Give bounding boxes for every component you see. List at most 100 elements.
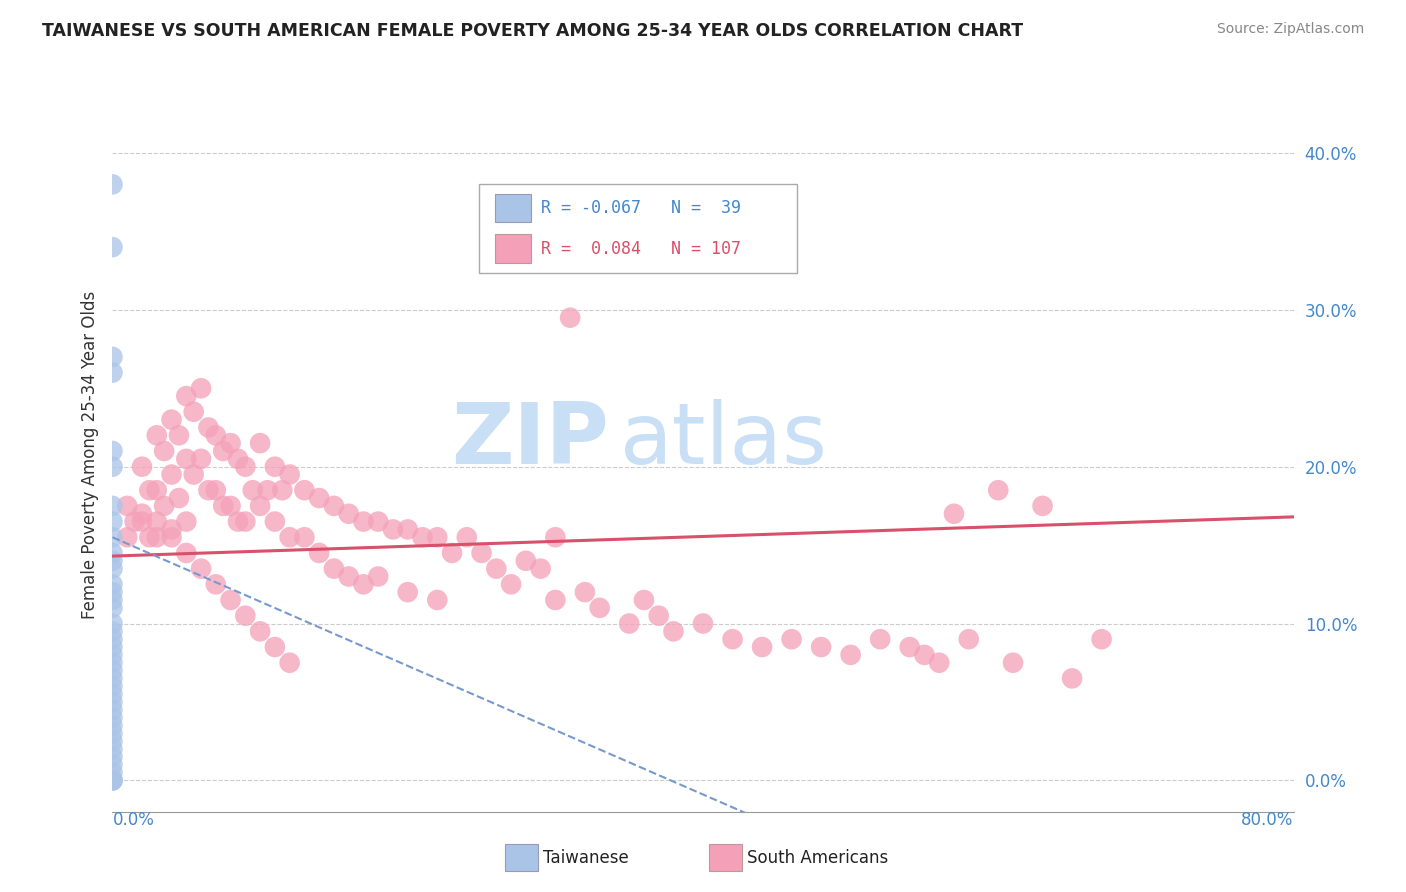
Point [190, 381, 212, 395]
Point [1062, 672, 1084, 686]
Point [515, 554, 537, 568]
Point [131, 507, 153, 521]
Point [271, 483, 294, 498]
Point [810, 640, 832, 654]
Point [101, 178, 124, 192]
Point [942, 507, 965, 521]
Point [898, 640, 921, 654]
Point [485, 561, 508, 575]
Point [101, 366, 124, 380]
Point [233, 608, 256, 623]
Text: 0.0%: 0.0% [112, 811, 155, 829]
Point [205, 428, 228, 442]
Point [1091, 632, 1114, 647]
Point [101, 765, 124, 780]
Point [574, 585, 596, 599]
Point [101, 749, 124, 764]
Point [197, 483, 219, 498]
Point [426, 593, 449, 607]
Point [101, 773, 124, 788]
Point [101, 703, 124, 717]
Point [337, 569, 360, 583]
Point [101, 672, 124, 686]
Point [101, 695, 124, 709]
Text: atlas: atlas [620, 399, 828, 483]
Point [292, 483, 315, 498]
Point [138, 530, 160, 544]
Point [278, 530, 301, 544]
Point [146, 515, 169, 529]
Point [153, 444, 176, 458]
Point [101, 585, 124, 599]
Text: ZIP: ZIP [451, 399, 609, 483]
Point [190, 451, 212, 466]
Point [226, 451, 249, 466]
Point [101, 546, 124, 560]
Text: 80.0%: 80.0% [1241, 811, 1294, 829]
Point [101, 664, 124, 678]
Text: Source: ZipAtlas.com: Source: ZipAtlas.com [1216, 22, 1364, 37]
Point [205, 483, 228, 498]
Point [396, 523, 419, 537]
Point [914, 648, 936, 662]
Point [138, 483, 160, 498]
Point [588, 600, 610, 615]
Point [101, 577, 124, 591]
Point [839, 648, 862, 662]
Text: R =  0.084   N = 107: R = 0.084 N = 107 [541, 240, 741, 258]
Point [352, 515, 374, 529]
Point [101, 742, 124, 756]
Point [721, 632, 744, 647]
Point [101, 350, 124, 364]
Point [751, 640, 773, 654]
Point [153, 499, 176, 513]
FancyBboxPatch shape [495, 235, 530, 263]
Point [323, 499, 346, 513]
Text: Taiwanese: Taiwanese [543, 849, 628, 867]
Point [131, 459, 153, 474]
Point [183, 467, 205, 482]
Point [544, 530, 567, 544]
Point [256, 483, 278, 498]
Point [174, 389, 197, 403]
Point [544, 593, 567, 607]
Point [117, 530, 138, 544]
Point [101, 600, 124, 615]
Point [174, 546, 197, 560]
Point [183, 405, 205, 419]
Point [212, 444, 235, 458]
Point [619, 616, 641, 631]
Point [249, 436, 271, 450]
Point [197, 420, 219, 434]
Point [101, 679, 124, 693]
Point [233, 515, 256, 529]
Point [101, 624, 124, 639]
Point [382, 523, 405, 537]
Point [323, 561, 346, 575]
Point [167, 428, 190, 442]
Point [146, 428, 169, 442]
Text: R = -0.067   N =  39: R = -0.067 N = 39 [541, 199, 741, 217]
Point [101, 459, 124, 474]
Point [529, 561, 551, 575]
Point [928, 656, 950, 670]
Point [124, 515, 146, 529]
Point [101, 757, 124, 772]
Point [146, 483, 169, 498]
Point [352, 577, 374, 591]
Point [101, 530, 124, 544]
Point [411, 530, 433, 544]
Point [278, 467, 301, 482]
Point [219, 593, 242, 607]
Point [174, 451, 197, 466]
Point [101, 240, 124, 254]
Point [558, 310, 582, 325]
Point [367, 569, 389, 583]
Point [264, 459, 287, 474]
Point [308, 546, 330, 560]
Point [278, 656, 301, 670]
Point [174, 515, 197, 529]
Point [101, 734, 124, 748]
Point [242, 483, 264, 498]
Point [117, 499, 138, 513]
